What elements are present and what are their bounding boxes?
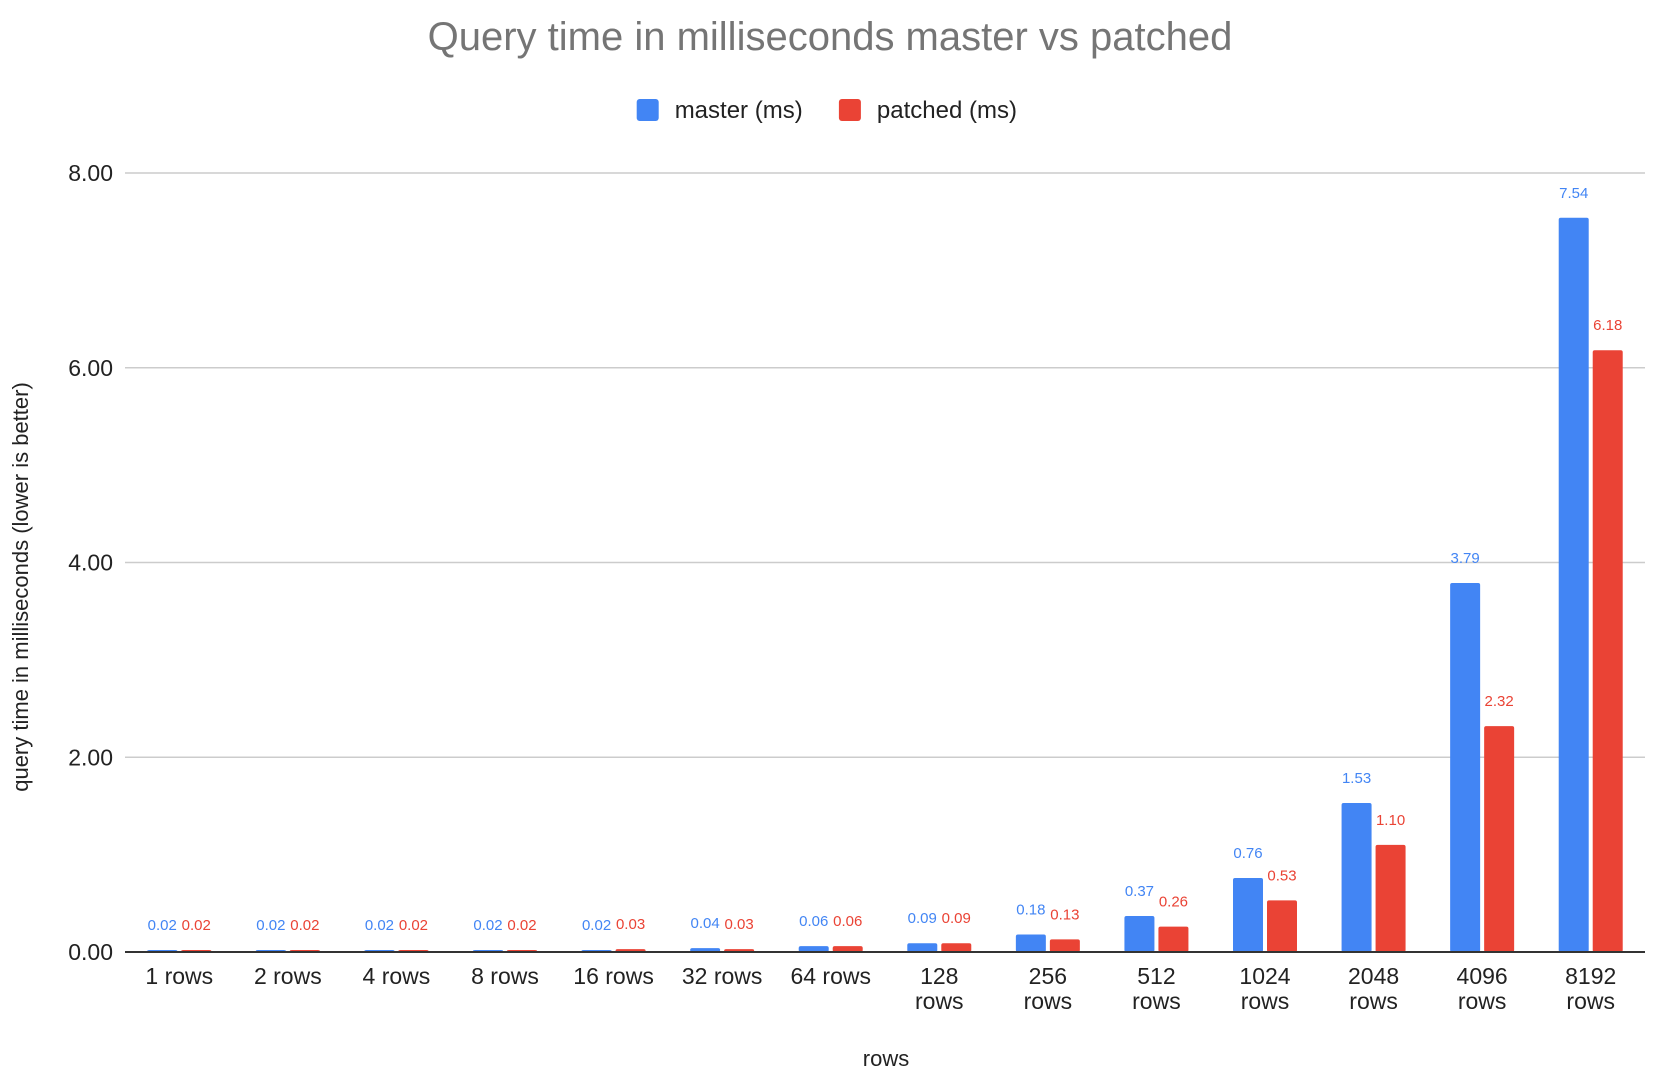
data-label-master: 0.02 (148, 917, 177, 934)
data-label-patched: 0.06 (833, 913, 862, 930)
data-label-master: 0.02 (582, 917, 611, 934)
bar-master (798, 946, 829, 952)
x-tick-label: 1 rows (145, 963, 213, 989)
bars (147, 217, 1623, 953)
data-label-patched: 0.03 (616, 916, 645, 933)
bar-patched (1484, 726, 1515, 952)
gridlines (125, 172, 1645, 758)
bar-master (1015, 934, 1046, 952)
bar-master (1341, 803, 1372, 952)
y-axis-title: query time in milliseconds (lower is bet… (8, 382, 33, 792)
data-label-master: 0.37 (1125, 883, 1154, 900)
data-label-patched: 0.02 (399, 917, 428, 934)
legend-swatch-patched (838, 99, 861, 121)
x-axis-title: rows (863, 1046, 909, 1071)
y-tick-label: 2.00 (68, 744, 113, 770)
x-tick-label: 64 rows (790, 963, 871, 989)
data-label-master: 0.04 (691, 915, 720, 932)
bar-patched (1267, 900, 1297, 952)
bar-patched (1158, 926, 1189, 952)
data-label-master: 7.54 (1559, 185, 1588, 202)
bar-master (907, 943, 938, 952)
x-tick-label: 4 rows (363, 963, 431, 989)
x-tick-label: 32 rows (682, 963, 763, 989)
data-label-master: 3.79 (1451, 550, 1480, 567)
y-tick-label: 6.00 (68, 355, 113, 381)
bar-master (1558, 217, 1589, 953)
bar-patched (832, 946, 863, 952)
data-label-master: 0.18 (1016, 901, 1045, 918)
data-label-master: 0.02 (473, 917, 502, 934)
chart-title: Query time in milliseconds master vs pat… (428, 15, 1233, 59)
legend-label-master: master (ms) (675, 97, 803, 124)
bar-patched (1592, 350, 1623, 952)
axes: 0.00 2.00 4.00 6.00 8.00 1 rows 2 rows 4 rows 8 … (68, 160, 1645, 1014)
data-label-patched: 2.32 (1485, 693, 1514, 710)
data-label-patched: 0.09 (942, 910, 971, 927)
data-label-patched: 0.13 (1050, 906, 1079, 923)
data-label-patched: 0.53 (1267, 867, 1296, 884)
bar-patched (1375, 844, 1406, 952)
legend-label-patched: patched (ms) (877, 97, 1017, 124)
x-tick-label: 8192 rows (1565, 963, 1616, 1014)
x-tick-label: 256 rows (1024, 963, 1073, 1014)
data-labels: 0.02 0.02 0.02 0.02 0.02 0.02 0.02 0.02 0.02 0.03… (148, 185, 1623, 934)
x-tick-label: 1024 rows (1239, 963, 1290, 1014)
data-label-master: 0.76 (1233, 845, 1262, 862)
x-tick-label: 4096 rows (1457, 963, 1508, 1014)
data-label-patched: 0.02 (507, 917, 536, 934)
y-tick-label: 8.00 (68, 160, 113, 186)
bar-master (1450, 582, 1481, 952)
bar-patched (1049, 939, 1080, 952)
x-tick-label: 2 rows (254, 963, 322, 989)
data-label-patched: 0.26 (1159, 894, 1188, 911)
data-label-master: 0.02 (256, 917, 285, 934)
bar-master (1233, 877, 1263, 952)
x-tick-label: 2048 rows (1348, 963, 1399, 1014)
x-tick-label: 128 rows (915, 963, 964, 1014)
data-label-patched: 0.02 (182, 917, 211, 934)
x-tick-label: 512 rows (1132, 963, 1181, 1014)
bar-master (1124, 915, 1155, 952)
x-tick-label: 16 rows (573, 963, 654, 989)
bar-patched (941, 943, 972, 952)
data-label-master: 0.02 (365, 917, 394, 934)
data-label-master: 1.53 (1342, 770, 1371, 787)
x-tick-label: 8 rows (471, 963, 539, 989)
data-label-patched: 1.10 (1376, 812, 1405, 829)
data-label-patched: 0.02 (290, 917, 319, 934)
y-tick-label: 0.00 (68, 939, 113, 965)
y-tick-label: 4.00 (68, 550, 113, 576)
legend: master (ms) patched (ms) (636, 97, 1017, 124)
data-label-patched: 6.18 (1593, 317, 1622, 334)
data-label-master: 0.06 (799, 913, 828, 930)
legend-swatch-master (636, 99, 659, 121)
data-label-patched: 0.03 (725, 916, 754, 933)
data-label-master: 0.09 (908, 910, 937, 927)
